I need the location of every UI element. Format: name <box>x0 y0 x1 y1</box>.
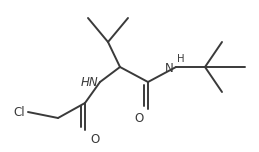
Text: Cl: Cl <box>13 105 25 119</box>
Text: N: N <box>165 62 174 74</box>
Text: HN: HN <box>80 76 98 90</box>
Text: H: H <box>177 54 184 64</box>
Text: O: O <box>90 133 99 146</box>
Text: O: O <box>135 112 144 125</box>
